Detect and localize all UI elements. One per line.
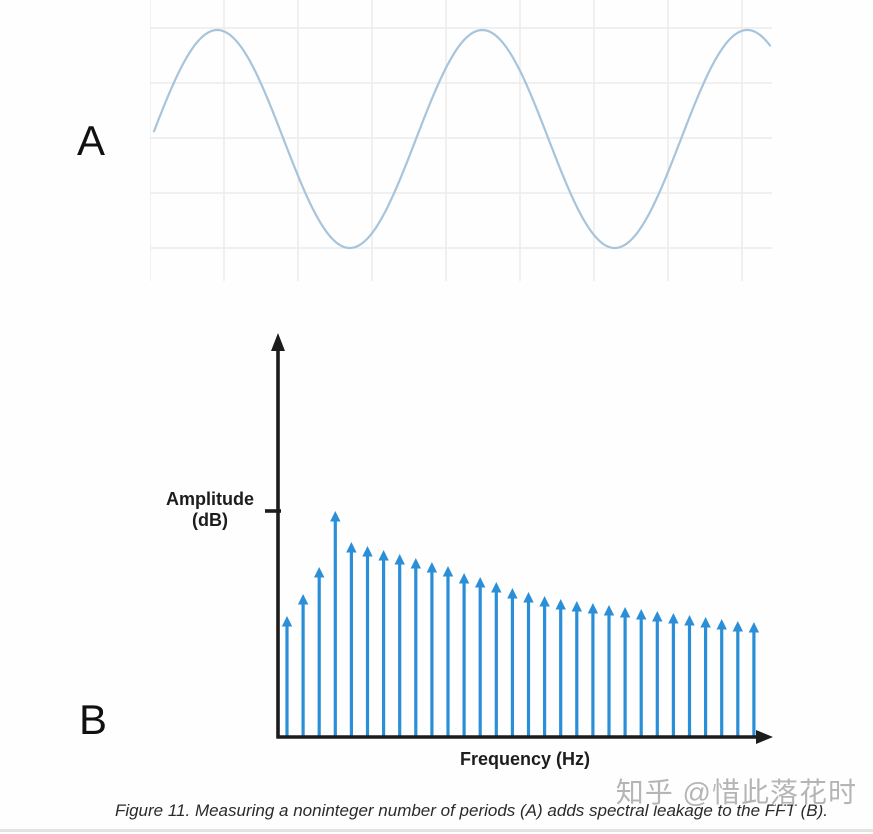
sine-wave-chart bbox=[150, 0, 772, 281]
fft-spectrum-panel bbox=[140, 320, 790, 750]
amplitude-axis-label-line2: (dB) bbox=[192, 510, 228, 530]
fft-spectrum-chart bbox=[265, 333, 773, 744]
zhihu-watermark: 知乎 @惜此落花时 bbox=[615, 777, 857, 808]
amplitude-axis-label: Amplitude (dB) bbox=[158, 489, 262, 531]
figure-caption: Figure 11. Measuring a noninteger number… bbox=[114, 801, 829, 820]
panel-b-label: B bbox=[79, 696, 108, 743]
page-bottom-edge bbox=[0, 829, 873, 832]
panel-a-label: A bbox=[77, 117, 106, 164]
frequency-axis-label: Frequency (Hz) bbox=[459, 749, 591, 769]
sine-wave-panel bbox=[150, 0, 773, 290]
amplitude-axis-label-line1: Amplitude bbox=[166, 489, 254, 509]
